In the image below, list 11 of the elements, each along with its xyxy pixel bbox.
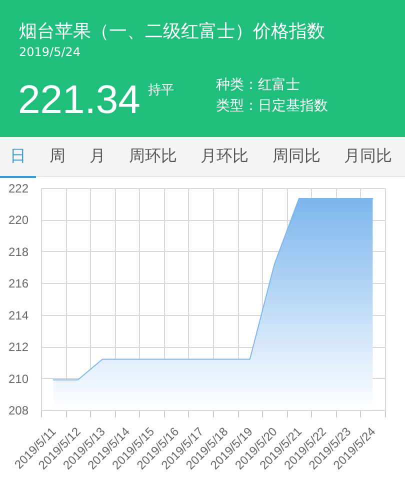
y-tick-label: 220	[8, 213, 29, 228]
tab-bar: 日 周 月 周环比 月环比 周同比 月同比	[0, 137, 405, 177]
y-tick-label: 216	[8, 276, 29, 291]
y-tick-label: 222	[8, 182, 29, 196]
y-tick-label: 214	[8, 308, 29, 322]
chart-title: 烟台苹果（一、二级红富士）价格指数	[19, 20, 325, 43]
y-tick-label: 212	[8, 340, 29, 354]
y-tick-label: 208	[8, 404, 29, 418]
y-tick-label: 218	[8, 244, 29, 259]
chart-subtitle: 2019/5/24	[19, 45, 81, 59]
y-tick-label: 210	[8, 372, 29, 386]
